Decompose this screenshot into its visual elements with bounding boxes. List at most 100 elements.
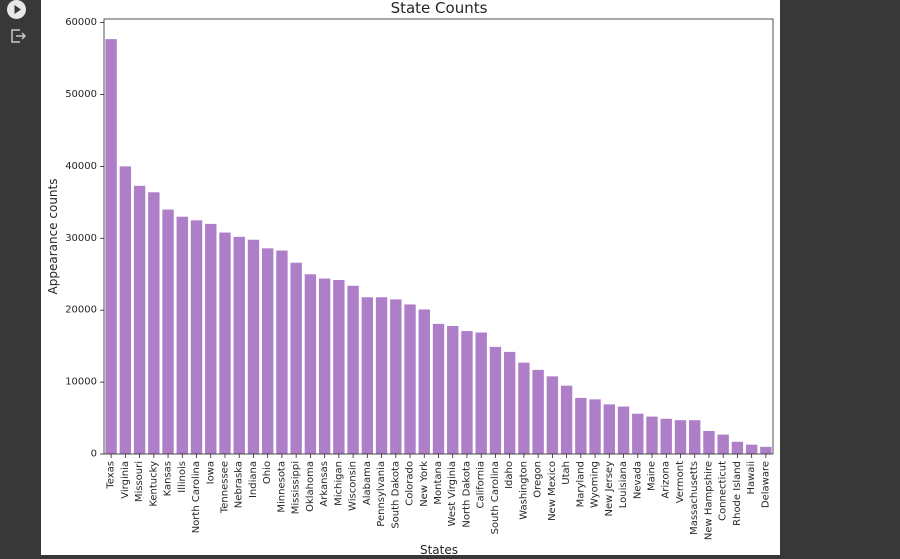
y-tick-label: 60000	[65, 17, 97, 28]
x-tick-label: Rhode Island	[732, 461, 743, 526]
x-ticks-group: Texas Virginia Missouri Kentucky Kansas Illin…	[106, 454, 771, 540]
bar-rhode-island	[731, 441, 744, 454]
x-tick-label: South Carolina	[490, 461, 501, 534]
bar-washington	[518, 362, 530, 454]
x-tick-label: Arkansas	[319, 461, 330, 507]
x-tick-label: Kansas	[163, 461, 174, 496]
x-tick-label: Oregon	[533, 461, 544, 498]
x-axis-label: States	[420, 543, 458, 555]
bar-mississippi	[290, 262, 302, 454]
x-tick-label: Minnesota	[276, 461, 287, 513]
y-tick-label: 50000	[65, 89, 97, 100]
bar-oklahoma	[304, 274, 317, 454]
bar-new-mexico	[546, 376, 559, 454]
bar-connecticut	[717, 434, 729, 454]
bar-south-dakota	[390, 299, 402, 454]
bar-wyoming	[589, 399, 601, 454]
bar-vermont	[674, 420, 687, 454]
x-tick-label: Louisiana	[618, 461, 629, 508]
x-tick-label: Vermont	[675, 461, 686, 503]
y-tick-label: 10000	[65, 377, 97, 388]
x-tick-label: New York	[419, 461, 430, 507]
x-tick-label: Nevada	[632, 461, 643, 499]
bars-group	[105, 39, 772, 454]
output-export-icon[interactable]	[9, 27, 27, 45]
x-tick-label: Washington	[518, 461, 529, 520]
play-icon	[14, 5, 21, 14]
x-tick-label: Kentucky	[148, 461, 159, 507]
bar-minnesota	[276, 250, 288, 454]
bar-hawaii	[745, 444, 758, 454]
x-tick-label: Pennsylvania	[376, 461, 387, 527]
x-tick-label: Hawaii	[746, 461, 757, 495]
bar-kentucky	[148, 192, 160, 454]
x-tick-label: Virginia	[120, 461, 131, 499]
x-tick-label: Wisconsin	[348, 461, 359, 511]
x-tick-label: Illinois	[177, 461, 188, 493]
bar-michigan	[333, 280, 345, 454]
x-tick-label: Utah	[561, 461, 572, 485]
right-panel	[780, 0, 900, 555]
cell-gutter	[0, 0, 41, 555]
bar-california	[475, 332, 487, 454]
x-tick-label: Oklahoma	[305, 461, 316, 512]
bar-chart: State Counts Appearance counts States 0 1…	[46, 0, 774, 557]
bar-indiana	[247, 239, 260, 454]
x-tick-label: Iowa	[205, 461, 216, 484]
bar-missouri	[133, 185, 146, 454]
bar-north-dakota	[461, 331, 473, 454]
plot-frame	[103, 18, 774, 455]
x-tick-label: North Carolina	[191, 461, 202, 533]
x-tick-label: New Jersey	[604, 461, 615, 517]
x-tick-label: Alabama	[362, 461, 373, 505]
bar-nebraska	[233, 236, 245, 454]
x-tick-label: New Hampshire	[703, 461, 714, 540]
bar-idaho	[503, 351, 516, 454]
bar-nevada	[632, 413, 644, 454]
bar-new-jersey	[603, 404, 616, 454]
bar-illinois	[176, 216, 188, 454]
bar-west-virginia	[447, 326, 459, 454]
bar-arkansas	[318, 278, 331, 454]
bar-virginia	[119, 166, 132, 454]
bar-colorado	[404, 304, 416, 454]
chart-figure: State Counts Appearance counts States 0 1…	[41, 0, 780, 557]
bar-new-hampshire	[703, 430, 715, 454]
bar-maryland	[575, 397, 587, 454]
bar-arizona	[660, 418, 672, 454]
x-tick-label: Maine	[647, 461, 658, 491]
bar-wisconsin	[347, 285, 359, 454]
bar-pennsylvania	[375, 297, 388, 454]
x-tick-label: Mississippi	[291, 461, 302, 514]
x-tick-label: Tennessee	[219, 461, 230, 514]
bar-delaware	[760, 446, 772, 454]
bar-alabama	[361, 297, 374, 454]
y-tick-label: 0	[91, 449, 97, 460]
x-tick-label: South Dakota	[390, 461, 401, 529]
x-tick-label: Wyoming	[590, 461, 601, 508]
x-tick-label: Massachusetts	[689, 461, 700, 535]
x-tick-label: Texas	[106, 461, 117, 490]
x-tick-label: Maryland	[575, 461, 586, 507]
x-tick-label: Idaho	[504, 461, 515, 489]
bar-utah	[560, 385, 573, 454]
bar-texas	[105, 39, 117, 454]
bar-oregon	[532, 369, 544, 454]
y-tick-label: 20000	[65, 305, 97, 316]
bar-new-york	[418, 309, 430, 454]
x-tick-label: Montana	[433, 461, 444, 505]
y-ticks-group: 0 10000 20000 30000 40000 50000 60000	[65, 17, 104, 460]
x-tick-label: Colorado	[405, 461, 416, 506]
bar-louisiana	[617, 406, 630, 454]
x-tick-label: Arizona	[661, 461, 672, 499]
x-tick-label: Nebraska	[234, 461, 245, 508]
bar-tennessee	[219, 232, 231, 454]
chart-title: State Counts	[391, 0, 488, 17]
run-cell-button[interactable]	[7, 0, 26, 19]
x-tick-label: Ohio	[262, 461, 273, 484]
bar-maine	[646, 416, 658, 454]
x-tick-label: New Mexico	[547, 461, 558, 521]
x-tick-label: California	[476, 461, 487, 509]
y-axis-label: Appearance counts	[46, 179, 60, 295]
x-tick-label: West Virginia	[447, 461, 458, 526]
